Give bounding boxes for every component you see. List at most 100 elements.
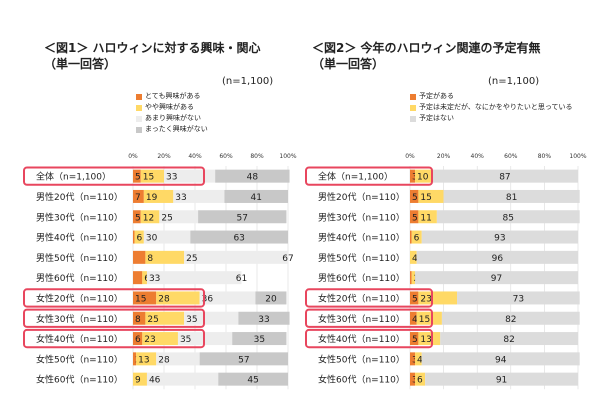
data-label: 94 — [495, 355, 507, 365]
data-label: 5 — [412, 335, 418, 345]
legend-swatch — [410, 104, 416, 111]
bar-segment — [146, 271, 242, 285]
x-tick-label: 100% — [569, 153, 586, 160]
category-label: 女性20代（n=110） — [318, 292, 405, 304]
bar-segment — [190, 230, 288, 244]
data-label: 45 — [247, 376, 258, 386]
data-label: 33 — [175, 193, 186, 203]
category-label: 女性50代（n=110） — [36, 353, 123, 365]
bar-segment — [415, 352, 422, 366]
data-label: 82 — [505, 315, 516, 325]
chart-panel-1: ＜図1＞ ハロウィンに対する興味・関心 （単一回答） (n=1,100) とても… — [23, 41, 297, 390]
data-label: 5 — [412, 193, 418, 203]
category-label: 男性20代（n=110） — [36, 191, 123, 203]
category-label: 男性50代（n=110） — [318, 252, 405, 264]
bar-segment — [133, 271, 143, 285]
legend-item: あまり興味がない — [136, 113, 208, 124]
legend-label: まったく興味がない — [145, 125, 208, 133]
category-label: 女性50代（n=110） — [318, 353, 405, 365]
category-label: 女性60代（n=110） — [318, 374, 405, 386]
x-tick-label: 20% — [157, 153, 171, 160]
highlight-box — [23, 308, 205, 328]
data-label: 87 — [499, 173, 510, 183]
highlight-box — [305, 288, 433, 308]
data-label: 6 — [417, 376, 423, 386]
bar-segment — [440, 332, 578, 346]
data-label: 30 — [146, 234, 158, 244]
bar-segment — [416, 311, 442, 325]
data-label: 4 — [417, 355, 423, 365]
bar-segment — [143, 189, 174, 203]
bar-segment — [164, 169, 216, 183]
bar-segment — [418, 332, 441, 346]
bar-segment — [156, 352, 200, 366]
category-label: 全体（n=1,100） — [318, 171, 393, 183]
legend-swatch — [410, 93, 416, 100]
data-label: 23 — [420, 294, 431, 304]
bar-segment — [224, 189, 288, 203]
data-label: 6 — [414, 234, 420, 244]
legend-swatch — [136, 126, 142, 133]
bar-segment — [133, 311, 146, 325]
bar-segment — [199, 291, 256, 305]
data-label: 33 — [166, 173, 177, 183]
legend-label: 予定は未定だが、なにかをやりたいと思っている — [419, 103, 573, 111]
data-label: 48 — [247, 173, 259, 183]
bar-segment — [410, 189, 419, 203]
bar-segment — [415, 372, 426, 386]
data-label: 13 — [138, 355, 149, 365]
highlight-box — [23, 288, 205, 308]
bar-segment — [143, 230, 191, 244]
bar-segment — [416, 250, 578, 264]
bar-segment — [457, 291, 580, 305]
x-tick-label: 40% — [188, 153, 202, 160]
data-label: 3 — [412, 376, 418, 386]
data-label: 28 — [158, 355, 170, 365]
data-label: 5 — [412, 294, 418, 304]
data-label: 11 — [420, 213, 431, 223]
bar-segment — [133, 372, 147, 386]
bar-segment — [410, 311, 417, 325]
highlight-box — [305, 308, 433, 328]
category-label: 女性60代（n=110） — [36, 374, 123, 386]
data-label: 35 — [186, 315, 197, 325]
data-label: 25 — [161, 213, 172, 223]
data-label: 85 — [503, 213, 514, 223]
data-label: 4 — [412, 254, 418, 264]
legend-swatch — [136, 93, 142, 100]
bar-segment — [134, 230, 144, 244]
data-label: 33 — [258, 315, 269, 325]
data-label: 3 — [412, 173, 418, 183]
category-label: 男性60代（n=110） — [36, 272, 123, 284]
legend-label: やや興味がある — [145, 103, 194, 111]
bar-segment — [140, 210, 160, 224]
data-label: 46 — [149, 376, 161, 386]
bar-segment — [145, 311, 185, 325]
legend-item: 予定はない — [410, 113, 573, 124]
bar-segment — [215, 169, 290, 183]
data-label: 5 — [412, 213, 418, 223]
data-label: 61 — [236, 274, 247, 284]
data-label: 15 — [143, 173, 154, 183]
data-label: 25 — [186, 254, 197, 264]
data-label: 33 — [149, 274, 160, 284]
bar-segment — [142, 271, 147, 285]
data-label: 93 — [494, 234, 505, 244]
data-label: 35 — [180, 335, 191, 345]
bar-segment — [418, 189, 444, 203]
bar-segment — [411, 230, 422, 244]
legend-swatch — [136, 104, 142, 111]
bar-segment — [410, 250, 417, 264]
x-tick-label: 80% — [250, 153, 264, 160]
data-label: 19 — [146, 193, 158, 203]
bar-segment — [410, 372, 416, 386]
data-label: 25 — [147, 315, 158, 325]
data-label: 81 — [506, 193, 517, 203]
legend-label: 予定はない — [419, 114, 454, 122]
legend-item: まったく興味がない — [136, 124, 208, 135]
data-label: 13 — [420, 335, 431, 345]
x-tick-label: 60% — [219, 153, 233, 160]
data-label: 8 — [147, 254, 153, 264]
bar-segment — [410, 271, 412, 285]
bar-segment — [418, 210, 437, 224]
